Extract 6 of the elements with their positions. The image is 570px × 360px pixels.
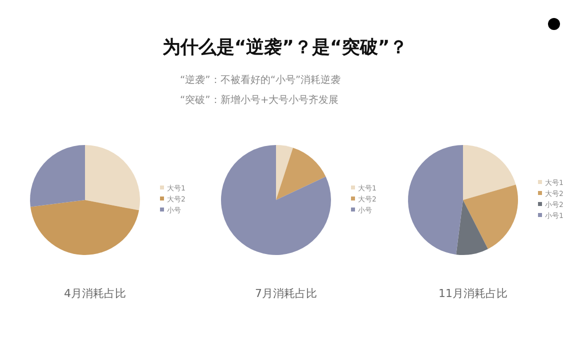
text: 11月消耗占比 bbox=[438, 287, 508, 300]
text: 7月消耗占比 bbox=[255, 287, 317, 300]
text: 为什么是“逆袭”？是“突破”？ bbox=[162, 37, 408, 58]
text: “突破”：新增小号+大号小号齐发展 bbox=[180, 94, 339, 106]
text: “逆袭”：不被看好的“小号”消耗逆袭 bbox=[180, 74, 341, 86]
text: 4月消耗占比 bbox=[64, 287, 126, 300]
